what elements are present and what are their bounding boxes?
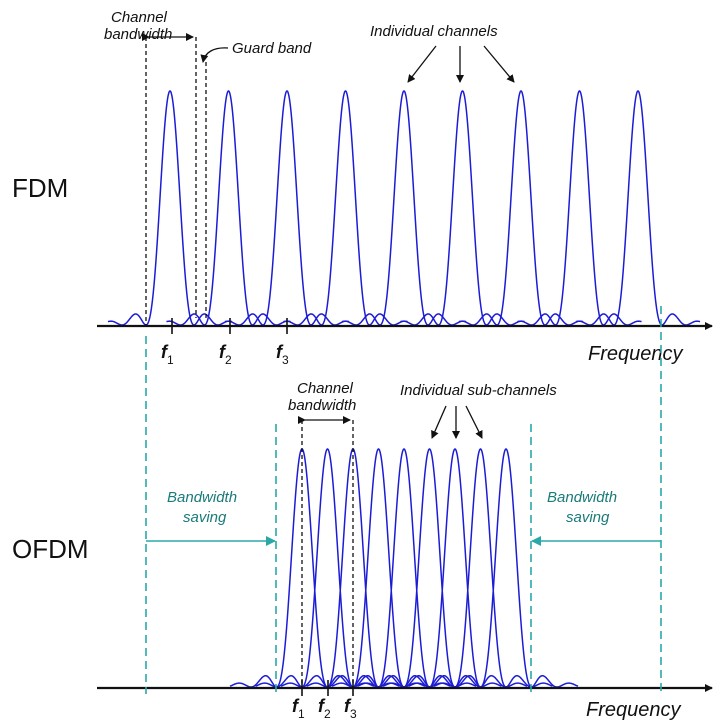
- ofdm-tick-label-f2: f2: [318, 696, 331, 721]
- fdm-peak-3: [224, 90, 350, 326]
- fdm-peak-1: [107, 90, 233, 326]
- saving-right-label-2: saving: [566, 509, 610, 526]
- fdm-channels-arrow-1: [407, 45, 437, 83]
- ofdm-section: OFDM Frequency f1 f2 f3 Channel bandwidt…: [12, 306, 713, 721]
- fdm-channel-bandwidth-label-2: bandwidth: [104, 26, 172, 43]
- ofdm-subchannels-arrow-1: [431, 405, 447, 439]
- fdm-peak-8: [517, 90, 642, 326]
- ofdm-title: OFDM: [12, 534, 89, 564]
- ofdm-subchannel-peaks: [229, 448, 579, 688]
- saving-right-label-1: Bandwidth: [547, 489, 617, 506]
- fdm-tick-label-f3: f3: [276, 342, 289, 367]
- ofdm-peak-4: [306, 448, 451, 688]
- fdm-peak-5: [341, 90, 467, 326]
- ofdm-peak-6: [357, 448, 502, 688]
- ofdm-peak-7: [382, 448, 528, 688]
- fdm-channel-peaks: [107, 90, 701, 326]
- ofdm-individual-subchannels-label: Individual sub-channels: [400, 382, 557, 399]
- ofdm-peak-9: [433, 448, 579, 688]
- fdm-section: FDM Frequency f1 f2 f3 Channel bandwidth…: [12, 9, 713, 367]
- saving-left-label-2: saving: [183, 509, 227, 526]
- ofdm-tick-label-f3: f3: [344, 696, 357, 721]
- ofdm-channel-bandwidth-label-1: Channel: [297, 380, 354, 397]
- fdm-tick-label-f2: f2: [219, 342, 232, 367]
- fdm-peak-6: [400, 90, 525, 326]
- fdm-guard-band-arrow: [200, 47, 229, 63]
- ofdm-subchannels-arrow-3: [465, 405, 483, 439]
- fdm-channels-arrow-3: [483, 45, 515, 83]
- ofdm-peak-8: [408, 448, 553, 688]
- fdm-individual-channels-label: Individual channels: [370, 23, 498, 40]
- ofdm-tick-label-f1: f1: [292, 696, 305, 721]
- fdm-axis-label: Frequency: [588, 343, 683, 365]
- fdm-peak-7: [458, 90, 584, 326]
- fdm-channel-bandwidth-label-1: Channel: [111, 9, 168, 26]
- fdm-guard-band-label: Guard band: [232, 40, 312, 57]
- fdm-peak-4: [283, 90, 408, 326]
- saving-left-label-1: Bandwidth: [167, 489, 237, 506]
- fdm-title: FDM: [12, 173, 68, 203]
- fdm-tick-label-f1: f1: [161, 342, 174, 367]
- ofdm-channel-bandwidth-label-2: bandwidth: [288, 397, 356, 414]
- ofdm-axis-label: Frequency: [586, 699, 681, 721]
- ofdm-peak-2: [255, 448, 400, 688]
- fdm-peak-2: [166, 90, 291, 326]
- fdm-peak-9: [575, 90, 701, 326]
